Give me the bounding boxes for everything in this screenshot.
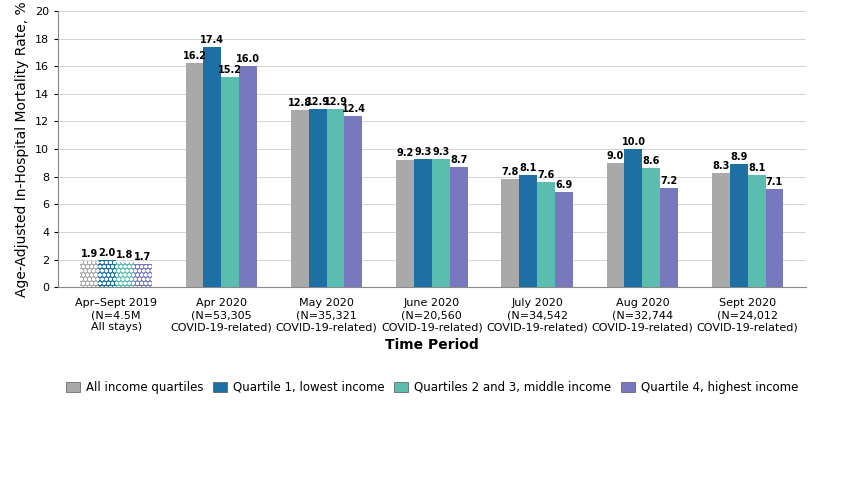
Bar (450, 167, 468, 288)
Text: 9.0: 9.0 (607, 151, 625, 161)
Text: 8.9: 8.9 (730, 152, 747, 162)
Text: 17.4: 17.4 (200, 35, 224, 45)
Bar (396, 160, 414, 288)
Bar (730, 164, 748, 288)
Bar (204, 47, 222, 288)
Bar (642, 168, 660, 288)
Text: 16.0: 16.0 (236, 54, 260, 64)
Bar (80, 261, 98, 287)
Text: 8.1: 8.1 (520, 164, 537, 173)
Bar (766, 189, 784, 288)
Bar (222, 78, 239, 288)
Text: 12.4: 12.4 (342, 104, 366, 114)
Text: 15.2: 15.2 (218, 65, 242, 75)
Bar (134, 264, 152, 287)
Bar (186, 64, 204, 288)
Bar (607, 163, 625, 288)
Text: 2.0: 2.0 (99, 248, 116, 258)
Bar (625, 149, 642, 288)
Bar (291, 110, 308, 288)
Y-axis label: Age-Adjusted In-Hospital Mortality Rate, %: Age-Adjusted In-Hospital Mortality Rate,… (15, 2, 30, 297)
Bar (748, 176, 766, 288)
Bar (239, 66, 257, 288)
Bar (414, 159, 432, 288)
Text: 9.3: 9.3 (432, 146, 450, 156)
Text: 9.3: 9.3 (414, 146, 431, 156)
Bar (116, 262, 134, 287)
Legend: All income quartiles, Quartile 1, lowest income, Quartiles 2 and 3, middle incom: All income quartiles, Quartile 1, lowest… (62, 378, 802, 398)
Text: 6.9: 6.9 (556, 180, 573, 190)
Bar (134, 264, 152, 287)
Text: 16.2: 16.2 (182, 52, 206, 62)
Text: 12.9: 12.9 (306, 97, 330, 107)
Bar (116, 262, 134, 287)
Text: 7.2: 7.2 (660, 176, 678, 186)
Bar (80, 261, 98, 287)
Text: 1.8: 1.8 (117, 250, 134, 260)
Bar (712, 172, 730, 288)
Bar (555, 192, 573, 288)
Bar (519, 176, 537, 288)
Text: 8.7: 8.7 (450, 155, 468, 165)
Bar (537, 182, 555, 288)
Bar (344, 116, 362, 288)
Bar (660, 188, 678, 288)
Text: 7.8: 7.8 (502, 168, 519, 177)
Bar (326, 109, 344, 288)
Text: 12.8: 12.8 (288, 98, 312, 108)
Text: 12.9: 12.9 (324, 97, 348, 107)
Text: 7.1: 7.1 (766, 177, 783, 187)
Text: 7.6: 7.6 (538, 170, 555, 180)
Bar (308, 109, 326, 288)
Text: 8.6: 8.6 (642, 156, 660, 166)
Bar (98, 260, 116, 287)
Text: 8.3: 8.3 (712, 160, 729, 170)
X-axis label: Time Period: Time Period (385, 338, 479, 352)
Text: 1.7: 1.7 (135, 252, 152, 262)
Bar (432, 159, 450, 288)
Bar (98, 260, 116, 287)
Text: 1.9: 1.9 (81, 249, 98, 259)
Text: 10.0: 10.0 (621, 137, 646, 147)
Bar (501, 180, 519, 288)
Text: 8.1: 8.1 (748, 164, 765, 173)
Text: 9.2: 9.2 (396, 148, 413, 158)
